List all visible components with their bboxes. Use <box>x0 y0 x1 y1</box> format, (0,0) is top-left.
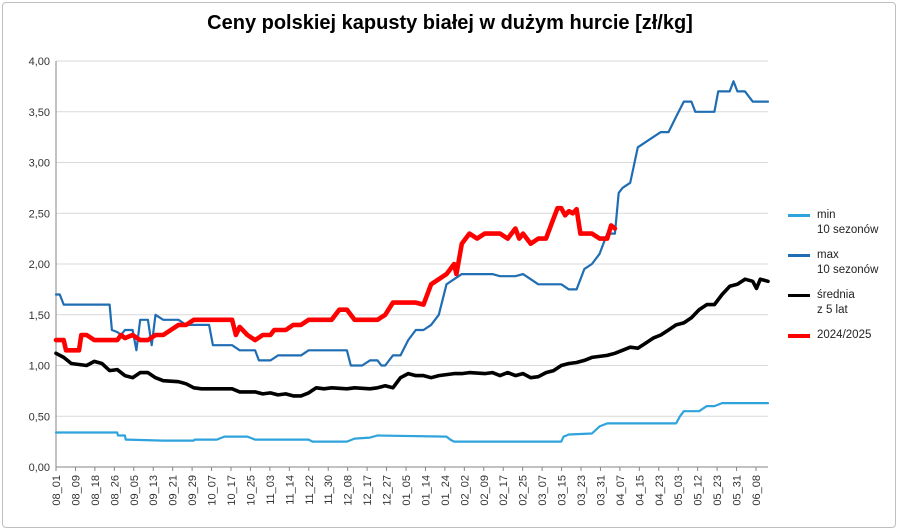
x-tick-label: 02_09 <box>479 475 491 506</box>
x-tick-label: 03_07 <box>537 475 549 506</box>
x-tick-label: 11_03 <box>265 475 277 505</box>
x-tick-label: 08_18 <box>90 475 102 506</box>
x-tick-label: 01_14 <box>420 475 432 506</box>
y-tick-label: 3,00 <box>29 158 50 170</box>
x-axis: 08_01 08_09 08_18 08_26 09_05 09_13 09_21 09_29… <box>51 467 763 506</box>
y-tick-label: 1,00 <box>29 361 50 373</box>
legend-label-max: max 10 sezonów <box>817 249 879 276</box>
x-tick-label: 12_17 <box>362 475 374 506</box>
x-tick-label: 04_07 <box>615 475 627 506</box>
x-tick-label: 02_25 <box>518 475 530 506</box>
x-tick-label: 11_14 <box>284 475 296 505</box>
y-tick-label: 0,00 <box>29 462 50 474</box>
legend-swatch-min <box>788 214 810 217</box>
x-tick-label: 05_23 <box>712 475 724 506</box>
x-tick-label: 12_27 <box>382 475 394 506</box>
x-tick-label: 08_09 <box>70 475 82 506</box>
x-tick-label: 05_12 <box>693 475 705 506</box>
series-line-1 <box>54 80 770 367</box>
y-tick-label: 1,50 <box>29 310 50 322</box>
y-tick-label: 3,50 <box>29 107 50 119</box>
x-tick-label: 09_13 <box>148 475 160 506</box>
x-tick-label: 02_02 <box>459 475 471 506</box>
series-line-0 <box>54 402 770 443</box>
y-axis-tick-labels: 0,00 0,50 1,00 1,50 2,00 2,50 3,00 3,50 4,00 <box>29 56 50 474</box>
x-tick-label: 10_25 <box>245 475 257 506</box>
x-tick-label: 05_31 <box>732 475 744 506</box>
x-tick-label: 09_29 <box>187 475 199 506</box>
chart-title: Ceny polskiej kapusty białej w dużym hur… <box>207 12 693 34</box>
series-lines <box>53 80 770 443</box>
series-line-3 <box>53 205 618 353</box>
legend-swatch-average <box>788 294 810 297</box>
legend: min 10 sezonów max 10 sezonów średnia z … <box>788 208 898 353</box>
legend-label-min: min 10 sezonów <box>817 209 879 236</box>
y-tick-label: 4,00 <box>29 56 50 68</box>
series-line-2 <box>54 277 770 398</box>
x-tick-label: 01_24 <box>440 475 452 506</box>
legend-label-average: średnia z 5 lat <box>817 289 855 316</box>
legend-label-current: 2024/2025 <box>817 329 872 341</box>
x-tick-label: 02_17 <box>498 475 510 506</box>
x-tick-label: 01_05 <box>401 475 413 506</box>
x-tick-label: 04_23 <box>654 475 666 506</box>
x-tick-label: 09_21 <box>168 475 180 506</box>
legend-item-current[interactable]: 2024/2025 <box>788 328 898 343</box>
legend-item-max[interactable]: max 10 sezonów <box>788 248 898 278</box>
x-tick-label: 06_08 <box>751 475 763 506</box>
x-tick-label: 08_01 <box>51 475 63 506</box>
x-tick-label: 03_15 <box>557 475 569 506</box>
x-tick-label: 10_07 <box>207 475 219 506</box>
x-tick-label: 05_03 <box>673 475 685 506</box>
x-tick-label: 09_05 <box>129 475 141 506</box>
x-tick-label: 10_17 <box>226 475 238 506</box>
x-tick-label: 11_22 <box>304 475 316 505</box>
legend-item-average[interactable]: średnia z 5 lat <box>788 288 898 318</box>
x-tick-label: 08_26 <box>109 475 121 506</box>
x-tick-label: 12_08 <box>343 475 355 506</box>
y-tick-label: 2,00 <box>29 259 50 271</box>
legend-swatch-current <box>788 334 810 338</box>
y-tick-label: 2,50 <box>29 208 50 220</box>
x-tick-label: 11_30 <box>323 475 335 505</box>
legend-item-min[interactable]: min 10 sezonów <box>788 208 898 238</box>
legend-swatch-max <box>788 254 810 257</box>
x-tick-label: 03_31 <box>595 475 607 506</box>
x-tick-label: 03_23 <box>576 475 588 506</box>
y-tick-label: 0,50 <box>29 411 50 423</box>
gridlines <box>55 60 768 468</box>
x-tick-label: 04_15 <box>634 475 646 506</box>
